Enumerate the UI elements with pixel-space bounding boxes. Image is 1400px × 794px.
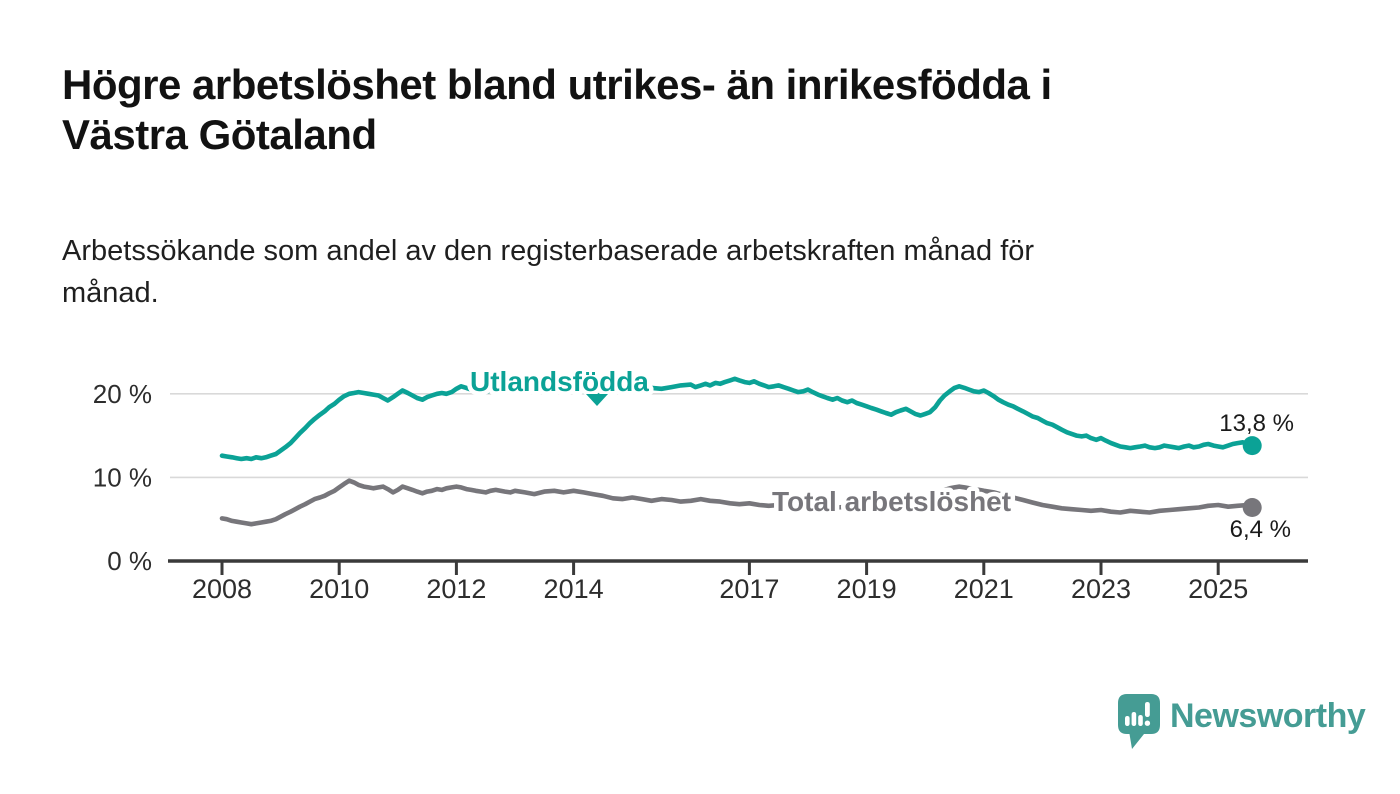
series-line-utlandsfodda bbox=[219, 376, 1255, 462]
page-subtitle: Arbetssökande som andel av den registerb… bbox=[62, 230, 1034, 314]
page-subtitle-line-2: månad. bbox=[62, 277, 159, 310]
newsworthy-logo: Newsworthy bbox=[1118, 694, 1366, 749]
x-tick-label-2021: 2021 bbox=[954, 574, 1014, 604]
newsworthy-bars-icon bbox=[1125, 702, 1151, 726]
gridlines bbox=[170, 392, 1308, 479]
chart-labels: Utlandsfödda Total arbetslöshet 13,8 % 6… bbox=[466, 362, 1295, 544]
newsworthy-wordmark: Newsworthy bbox=[1170, 697, 1366, 735]
y-tick-label-20: 20 % bbox=[93, 379, 152, 409]
y-tick-label-10: 10 % bbox=[93, 462, 152, 492]
x-tick-label-2019: 2019 bbox=[837, 574, 897, 604]
end-value-total-arbetsloshet: 6,4 % bbox=[1230, 516, 1291, 543]
page-title-line-1: Högre arbetslöshet bland utrikes- än inr… bbox=[62, 61, 1052, 108]
series-line-total-arbetsloshet bbox=[219, 478, 1255, 527]
x-tick-label-2023: 2023 bbox=[1071, 574, 1131, 604]
y-tick-label-0: 0 % bbox=[107, 546, 152, 576]
x-tick-label-2008: 2008 bbox=[192, 574, 252, 604]
x-tick-label-2014: 2014 bbox=[544, 574, 604, 604]
page-subtitle-line-1: Arbetssökande som andel av den registerb… bbox=[62, 235, 1035, 267]
page-title-line-2: Västra Götaland bbox=[62, 111, 377, 159]
end-dot-utlandsfodda bbox=[1242, 436, 1262, 456]
x-tick-label-2012: 2012 bbox=[426, 574, 486, 604]
x-tick-label-2025: 2025 bbox=[1188, 574, 1248, 604]
series-label-caret-icon bbox=[586, 394, 608, 406]
page-title: Högre arbetslöshet bland utrikes- än inr… bbox=[62, 60, 1052, 161]
end-value-utlandsfodda: 13,8 % bbox=[1219, 410, 1294, 437]
series-label-total-arbetsloshet: Total arbetslöshet bbox=[772, 486, 1011, 517]
axes: 2008 2010 2012 2014 2017 2019 2021 2023 2025 0 % 1… bbox=[93, 379, 1308, 604]
x-tick-label-2010: 2010 bbox=[309, 574, 369, 604]
series-lines bbox=[219, 376, 1262, 527]
series-label-utlandsfodda: Utlandsfödda bbox=[470, 366, 649, 397]
end-dot-total-arbetsloshet bbox=[1242, 498, 1262, 517]
x-tick-label-2017: 2017 bbox=[719, 574, 779, 604]
